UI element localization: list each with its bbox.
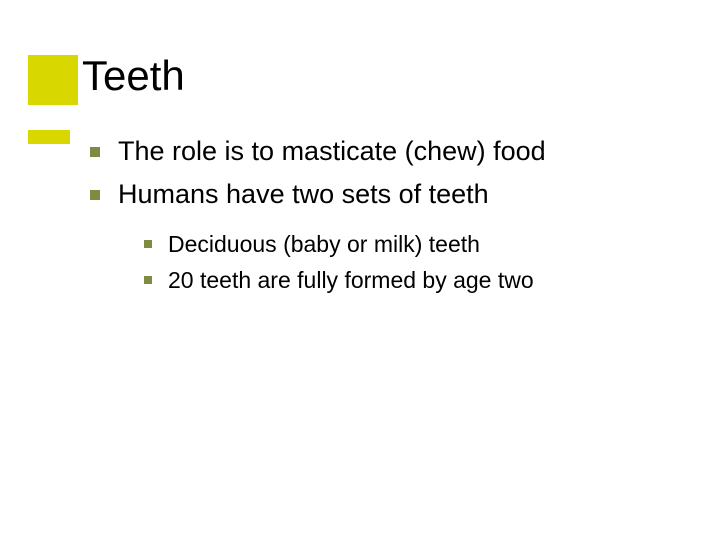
bullet-text: Humans have two sets of teeth [118,177,489,212]
slide-title: Teeth [82,52,185,100]
sub-list: Deciduous (baby or milk) teeth 20 teeth … [144,230,680,296]
bullet-square-icon [144,276,152,284]
bullet-text: The role is to masticate (chew) food [118,134,546,169]
slide-content: The role is to masticate (chew) food Hum… [90,134,680,302]
list-item: Humans have two sets of teeth [90,177,680,212]
bullet-square-icon [144,240,152,248]
list-item: The role is to masticate (chew) food [90,134,680,169]
slide: Teeth The role is to masticate (chew) fo… [0,0,720,540]
bullet-square-icon [90,190,100,200]
bullet-text: 20 teeth are fully formed by age two [168,266,534,296]
accent-bar-top [28,55,78,105]
list-item: 20 teeth are fully formed by age two [144,266,680,296]
list-item: Deciduous (baby or milk) teeth [144,230,680,260]
bullet-square-icon [90,147,100,157]
bullet-text: Deciduous (baby or milk) teeth [168,230,480,260]
accent-bar-bottom [28,130,70,144]
